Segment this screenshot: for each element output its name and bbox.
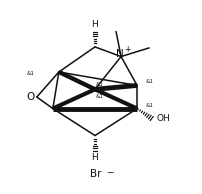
Text: O: O [26, 92, 34, 102]
Text: +: + [124, 45, 131, 54]
Text: &1: &1 [145, 103, 153, 108]
Text: OH: OH [157, 114, 171, 123]
Text: H: H [92, 20, 98, 29]
Text: −: − [106, 167, 113, 176]
Text: &1: &1 [145, 80, 153, 84]
Text: &1: &1 [96, 82, 104, 87]
Text: &1: &1 [27, 71, 35, 76]
Text: Br: Br [90, 169, 102, 179]
Text: H: H [92, 153, 98, 162]
Text: &1: &1 [96, 94, 104, 100]
Text: N: N [116, 49, 124, 59]
